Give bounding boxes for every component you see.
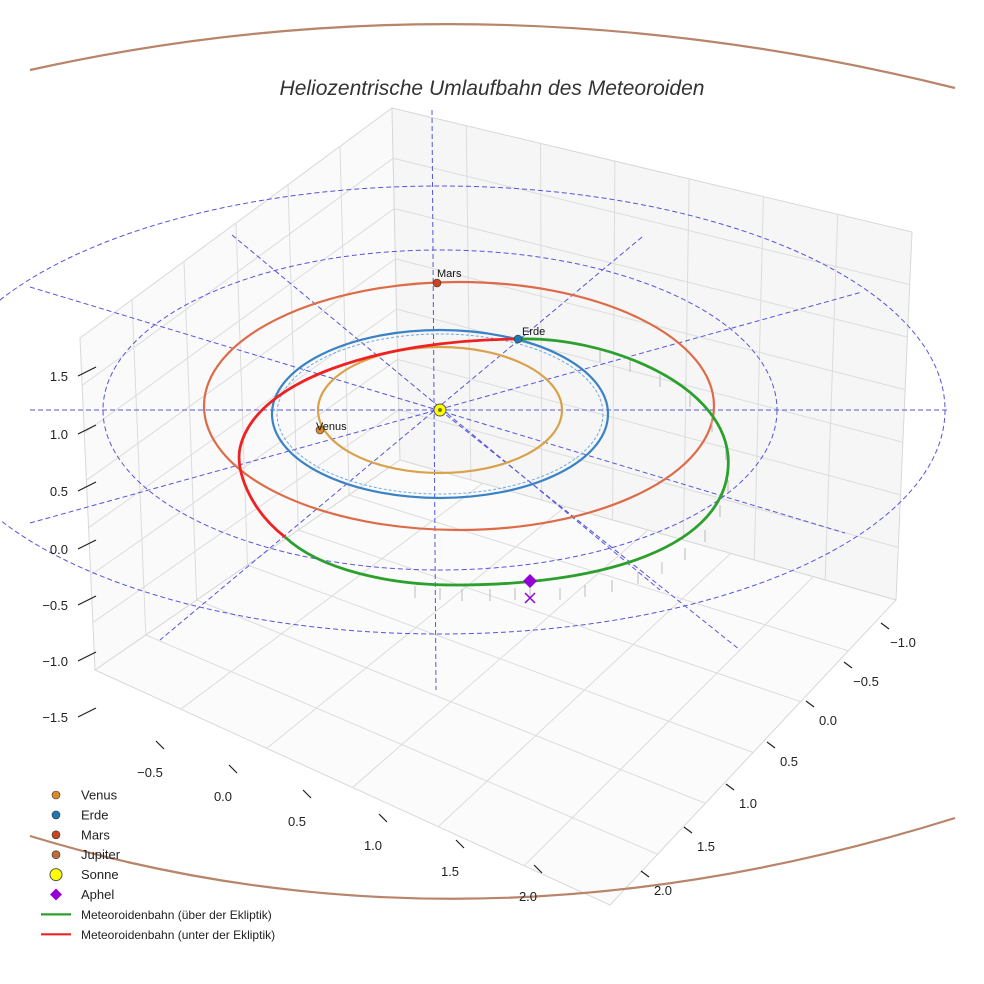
earth-orbit (270, 328, 610, 500)
right-wall-grid-line (682, 178, 690, 541)
z-tick-mark (77, 481, 97, 492)
z-tick-mark (77, 595, 97, 606)
mars-marker (432, 278, 442, 288)
left-wall-grid-line (183, 261, 198, 601)
legend-marker (49, 868, 63, 882)
right-wall-grid-line (465, 125, 472, 481)
legend-marker (51, 850, 61, 860)
meteoroid-drop-lines (414, 350, 729, 601)
legend-label: Meteoroidenbahn (unter der Ekliptik) (81, 928, 275, 942)
z-tick-label: 1.5 (50, 369, 68, 384)
y-tick-label: −1.0 (890, 635, 916, 650)
y-tick-label: 1.5 (697, 839, 715, 854)
left-wall-grid-line (235, 222, 248, 566)
chart-title: Heliozentrische Umlaufbahn des Meteoroid… (280, 77, 705, 100)
x-tick-mark (155, 740, 165, 750)
legend: Venus Erde Mars Jupiter Sonne Aphel Meteoroide… (41, 788, 275, 942)
earth-label: Erde (522, 326, 545, 338)
legend-label: Jupiter (81, 847, 121, 862)
z-tick-label: 0.0 (50, 542, 68, 557)
legend-label: Erde (81, 807, 108, 822)
earth-orbit-dash (276, 333, 604, 495)
mars-orbit (202, 280, 716, 532)
left-wall-grid-line (339, 146, 350, 496)
x-tick-label: 1.5 (441, 864, 459, 879)
right-wall-grid-line (824, 214, 839, 581)
y-tick-mark (766, 741, 776, 749)
venus-label: Venus (316, 421, 347, 433)
x-tick-mark (533, 864, 543, 874)
right-wall-grid-line (393, 157, 910, 286)
z-tick-label: 1.0 (50, 427, 68, 442)
y-tick-mark (725, 783, 735, 791)
aphel-projection-marker (524, 592, 536, 604)
z-tick-label: 0.5 (50, 484, 68, 499)
meteoroid-orbit-below (237, 337, 519, 539)
mars-label: Mars (437, 268, 462, 280)
legend-label: Venus (81, 788, 118, 803)
z-tick-mark (77, 366, 97, 377)
grid-lines (81, 125, 910, 867)
jupiter-orbit-bottom (29, 816, 956, 900)
legend-label: Mars (81, 827, 110, 842)
y-tick-label: −0.5 (853, 674, 879, 689)
floor-grid-line (349, 494, 849, 652)
z-tick-label: −0.5 (42, 598, 68, 613)
x-tick-label: 0.0 (214, 789, 232, 804)
meteoroid-orbit-above (284, 337, 730, 587)
right-wall-grid-line (397, 358, 901, 496)
y-tick-label: 0.0 (819, 713, 837, 728)
left-wall-grid-line (131, 299, 147, 636)
y-tick-label: 2.0 (654, 883, 672, 898)
right-wall-grid-line (396, 308, 903, 443)
y-tick-mark (880, 622, 890, 630)
venus-marker (315, 425, 325, 435)
x-tick-mark (302, 789, 312, 799)
x-tick-label: −0.5 (137, 765, 163, 780)
z-tick-mark (77, 424, 97, 435)
aphel-marker (523, 574, 537, 588)
y-tick-mark (683, 826, 693, 834)
z-tick-label: −1.0 (42, 654, 68, 669)
y-tick-mark (805, 700, 815, 708)
venus-orbit (316, 345, 564, 475)
jupiter-orbit-top (29, 23, 956, 90)
right-wall-grid-line (394, 208, 908, 338)
z-tick-label: −1.5 (42, 710, 68, 725)
legend-marker (50, 888, 62, 901)
x-tick-mark (378, 813, 388, 823)
x-tick-label: 2.0 (519, 889, 537, 904)
x-tick-label: 0.5 (288, 814, 306, 829)
legend-label: Aphel (81, 887, 114, 902)
legend-label: Sonne (81, 867, 119, 882)
y-tick-mark (640, 870, 650, 878)
earth-marker (513, 334, 523, 344)
y-tick-label: 1.0 (739, 796, 757, 811)
legend-label: Meteoroidenbahn (über der Ekliptik) (81, 908, 272, 922)
left-wall-grid-line (287, 184, 299, 531)
z-tick-mark (77, 539, 97, 550)
legend-marker (51, 830, 61, 840)
x-tick-mark (455, 839, 465, 849)
z-tick-mark (77, 707, 97, 718)
y-tick-label: 0.5 (780, 754, 798, 769)
legend-marker (51, 810, 61, 820)
legend-marker (51, 790, 61, 800)
x-tick-mark (228, 764, 238, 774)
sun-center (438, 408, 442, 412)
y-tick-mark (843, 661, 853, 669)
z-tick-mark (77, 651, 97, 662)
axis-ticks: −1.5 −1.0 −0.5 0.0 0.5 1.0 1.5 −0.5 0.0 0.5 1.0 1.5… (42, 366, 916, 904)
right-wall-grid-line (612, 161, 616, 521)
right-wall-grid-line (753, 196, 764, 561)
x-tick-label: 1.0 (364, 838, 382, 853)
